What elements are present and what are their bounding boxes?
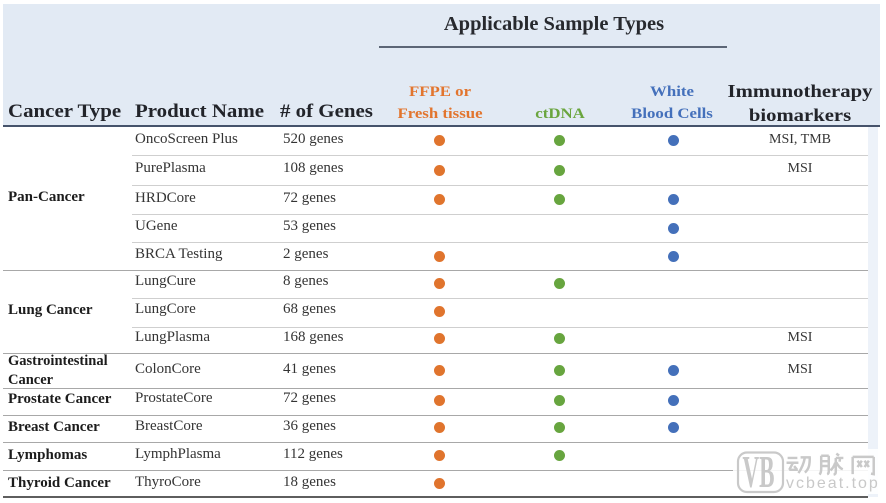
svg-text:VB: VB <box>743 449 775 495</box>
